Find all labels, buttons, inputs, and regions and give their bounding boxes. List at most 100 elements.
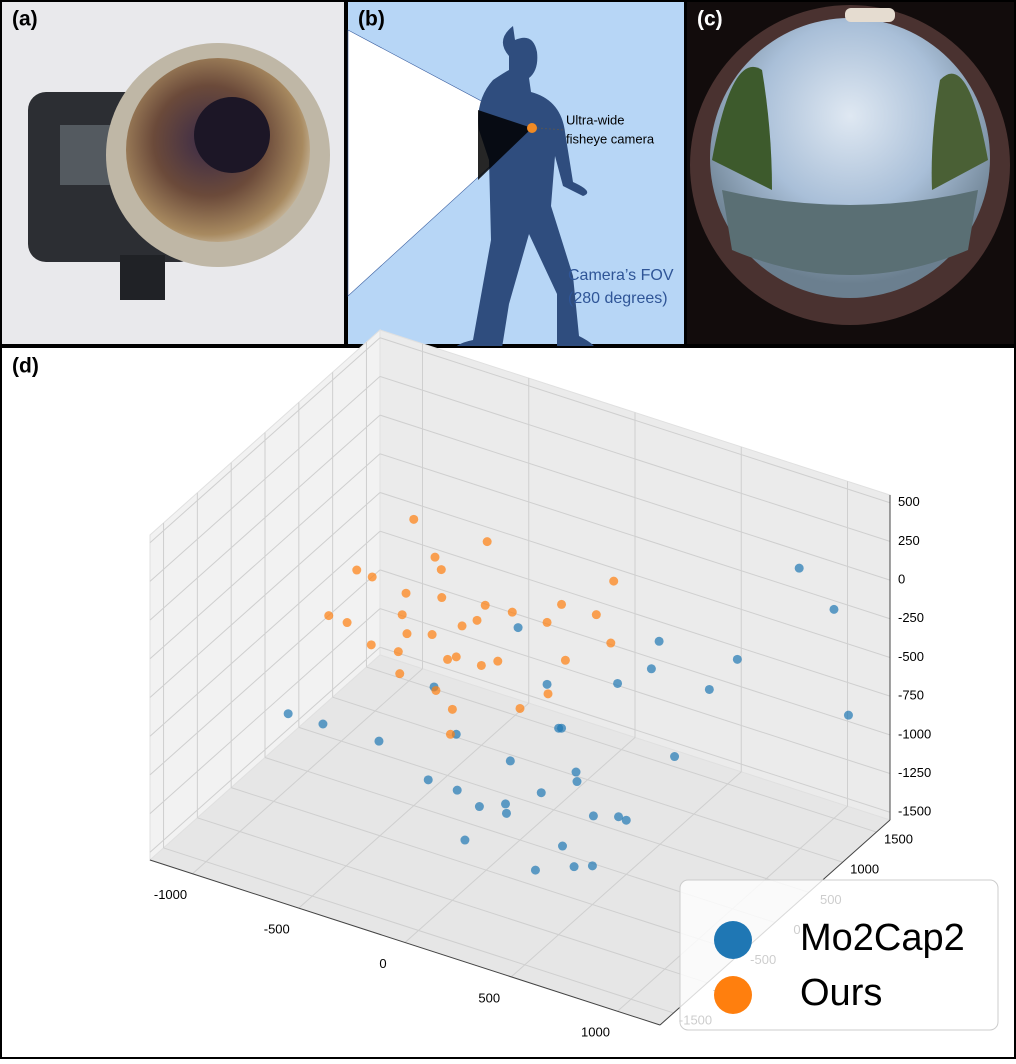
x-tick-label: 0 <box>379 956 386 971</box>
point <box>588 861 597 870</box>
point <box>493 657 502 666</box>
point <box>402 629 411 638</box>
point <box>402 589 411 598</box>
point <box>431 553 440 562</box>
panel-label: (a) <box>12 8 38 31</box>
point <box>795 564 804 573</box>
point <box>561 656 570 665</box>
point <box>367 640 376 649</box>
point <box>733 655 742 664</box>
point <box>606 639 615 648</box>
point <box>544 689 553 698</box>
point <box>543 680 552 689</box>
point <box>475 802 484 811</box>
x-tick-label: -500 <box>264 922 290 937</box>
point <box>506 756 515 765</box>
page: {"panels": [ {"label": "(a)"}, {"label":… <box>0 0 1016 1059</box>
point <box>437 593 446 602</box>
point <box>572 777 581 786</box>
legend-label: Mo2Cap2 <box>800 917 965 959</box>
point <box>829 605 838 614</box>
camera-dot <box>527 123 537 133</box>
point <box>592 610 601 619</box>
point <box>374 737 383 746</box>
point <box>428 630 437 639</box>
camera-mount <box>120 255 165 300</box>
point <box>477 661 486 670</box>
z-tick-label: -1250 <box>898 765 931 780</box>
panel-label: (d) <box>12 355 39 378</box>
panel-label: (b) <box>358 8 385 31</box>
point <box>554 724 563 733</box>
point <box>394 647 403 656</box>
point <box>453 786 462 795</box>
point <box>516 704 525 713</box>
point <box>514 623 523 632</box>
legend-marker <box>714 976 752 1014</box>
point <box>483 537 492 546</box>
point <box>431 686 440 695</box>
point <box>446 730 455 739</box>
point <box>318 719 327 728</box>
point <box>589 811 598 820</box>
point <box>443 655 452 664</box>
point <box>609 577 618 586</box>
figure: (a) Ultra-wide fisheye camera Camera’s F… <box>0 0 1016 1059</box>
point <box>368 572 377 581</box>
point <box>844 711 853 720</box>
legend-label: Ours <box>800 972 882 1014</box>
panel-b: Ultra-wide fisheye camera Camera’s FOV (… <box>347 1 685 354</box>
point <box>647 664 656 673</box>
point <box>424 775 433 784</box>
panel-c: (c) <box>686 1 1015 345</box>
camera-label: fisheye camera <box>566 131 655 146</box>
point <box>543 618 552 627</box>
legend-marker <box>714 921 752 959</box>
y-tick-label: 1000 <box>850 862 879 877</box>
point <box>537 788 546 797</box>
x-tick-label: 1000 <box>581 1025 610 1040</box>
z-tick-label: 250 <box>898 533 920 548</box>
z-tick-label: -250 <box>898 610 924 625</box>
point <box>670 752 679 761</box>
point <box>570 862 579 871</box>
point <box>343 618 352 627</box>
point <box>572 768 581 777</box>
page-body: (a) Ultra-wide fisheye camera Camera’s F… <box>0 0 1016 1059</box>
point <box>460 836 469 845</box>
camera-label: Ultra-wide <box>566 112 625 127</box>
point <box>352 566 361 575</box>
point <box>481 601 490 610</box>
fov-label: (280 degrees) <box>568 290 668 307</box>
point <box>398 610 407 619</box>
z-tick-label: -750 <box>898 688 924 703</box>
point <box>448 705 457 714</box>
point <box>531 866 540 875</box>
point <box>622 816 631 825</box>
point <box>409 515 418 524</box>
point <box>558 842 567 851</box>
panel-label: (c) <box>697 8 723 31</box>
point <box>324 611 333 620</box>
lens-core <box>194 97 270 173</box>
point <box>473 616 482 625</box>
point <box>705 685 714 694</box>
point <box>452 652 461 661</box>
z-tick-label: 0 <box>898 572 905 587</box>
mount-part <box>845 8 895 22</box>
point <box>614 812 623 821</box>
point <box>501 799 510 808</box>
y-tick-label: 1500 <box>884 831 913 846</box>
point <box>655 637 664 646</box>
z-tick-label: -1000 <box>898 726 931 741</box>
z-tick-label: -1500 <box>898 804 931 819</box>
fov-label: Camera’s FOV <box>568 267 674 284</box>
point <box>508 608 517 617</box>
x-tick-label: 500 <box>478 990 500 1005</box>
x-tick-label: -1000 <box>154 887 187 902</box>
point <box>458 621 467 630</box>
z-tick-label: -500 <box>898 649 924 664</box>
point <box>502 809 511 818</box>
panel-a: (a) <box>1 1 345 345</box>
point <box>437 565 446 574</box>
